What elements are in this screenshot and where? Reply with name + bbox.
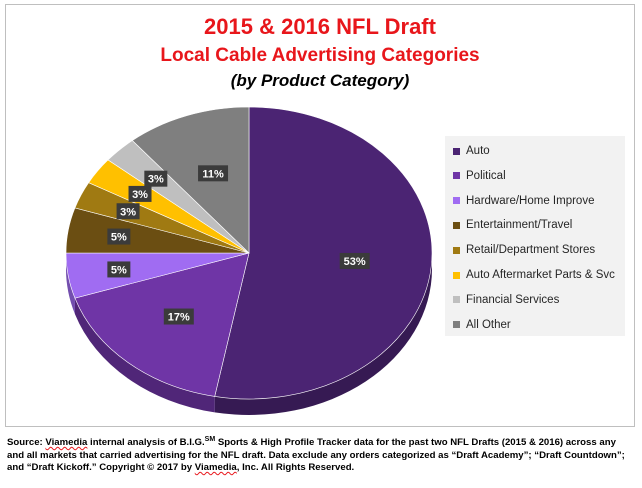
legend-label: Entertainment/Travel xyxy=(466,219,573,232)
source-note: Source: Viamedia internal analysis of B.… xyxy=(7,434,635,474)
source-suffix: , Inc. All Rights Reserved. xyxy=(236,462,355,473)
legend-swatch xyxy=(453,246,460,254)
source-sm: SM xyxy=(204,436,216,443)
legend-label: Auto xyxy=(466,145,490,157)
chart-subtitle: Local Cable Advertising Categories xyxy=(160,45,480,66)
data-label-box-6 xyxy=(144,170,168,187)
data-label-7: 11% xyxy=(202,168,224,180)
legend-item: All Other xyxy=(453,316,511,334)
legend-label: Retail/Department Stores xyxy=(466,244,596,257)
data-label-box-1 xyxy=(163,308,194,325)
pie-slice-auto xyxy=(214,106,433,400)
legend-item: Financial Services xyxy=(453,291,559,309)
data-label-3: 5% xyxy=(111,232,127,244)
legend-swatch xyxy=(453,197,460,205)
legend-swatch xyxy=(453,172,460,180)
legend-label: All Other xyxy=(466,318,511,331)
chart-subtitle-italic: (by Product Category) xyxy=(230,71,410,90)
legend-item: Auto Aftermarket Parts & Svc xyxy=(453,266,615,284)
data-label-box-0 xyxy=(339,252,370,269)
legend-swatch xyxy=(453,147,460,155)
legend-swatch xyxy=(453,221,460,229)
legend-label: Auto Aftermarket Parts & Svc xyxy=(466,269,615,281)
data-label-box-2 xyxy=(107,261,131,278)
data-label-4: 3% xyxy=(120,206,136,218)
source-middle: internal analysis of B.I.G. xyxy=(87,437,205,449)
legend-item: Political xyxy=(453,167,506,185)
chart-title: 2015 & 2016 NFL Draft xyxy=(204,14,436,39)
data-label-2: 5% xyxy=(111,264,127,276)
source-brand-2: Viamedia xyxy=(194,462,237,473)
source-prefix: Source: xyxy=(7,437,46,449)
legend-label: Financial Services xyxy=(466,293,560,306)
legend-item: Auto xyxy=(453,142,490,160)
legend-swatch xyxy=(453,271,460,279)
legend-item: Entertainment/Travel xyxy=(453,216,572,234)
data-label-0: 53% xyxy=(344,256,366,268)
pie-labels-group: 53%17%5%5%3%3%3% 11% xyxy=(107,165,370,325)
pie-top-group xyxy=(65,106,433,400)
legend-item: Hardware/Home Improve xyxy=(453,192,594,210)
data-label-box-4 xyxy=(116,203,140,220)
legend-label: Political xyxy=(466,169,506,182)
legend-label: Hardware/Home Improve xyxy=(466,194,595,207)
legend-swatch xyxy=(453,296,460,304)
legend-item: Retail/Department Stores xyxy=(453,241,595,259)
legend-swatch xyxy=(453,321,460,329)
pie-slice-political xyxy=(74,252,250,397)
data-label-1: 17% xyxy=(168,312,190,324)
source-brand: Viamedia xyxy=(45,437,88,449)
pie-slice-side-2 xyxy=(66,253,75,315)
data-label-5: 3% xyxy=(132,189,148,201)
data-label-box-7 xyxy=(198,165,229,182)
chart-legend: Auto Political Hardware/Home Improve Entert… xyxy=(445,136,625,336)
pie-slice-all-other xyxy=(131,106,250,254)
data-label-6: 3% xyxy=(148,174,164,186)
data-label-box-5 xyxy=(128,185,152,202)
data-label-box-3 xyxy=(107,228,131,245)
pie-slice-side-1 xyxy=(74,298,215,413)
source-rest: Sports & High Profile Tracker data for t… xyxy=(7,437,625,473)
